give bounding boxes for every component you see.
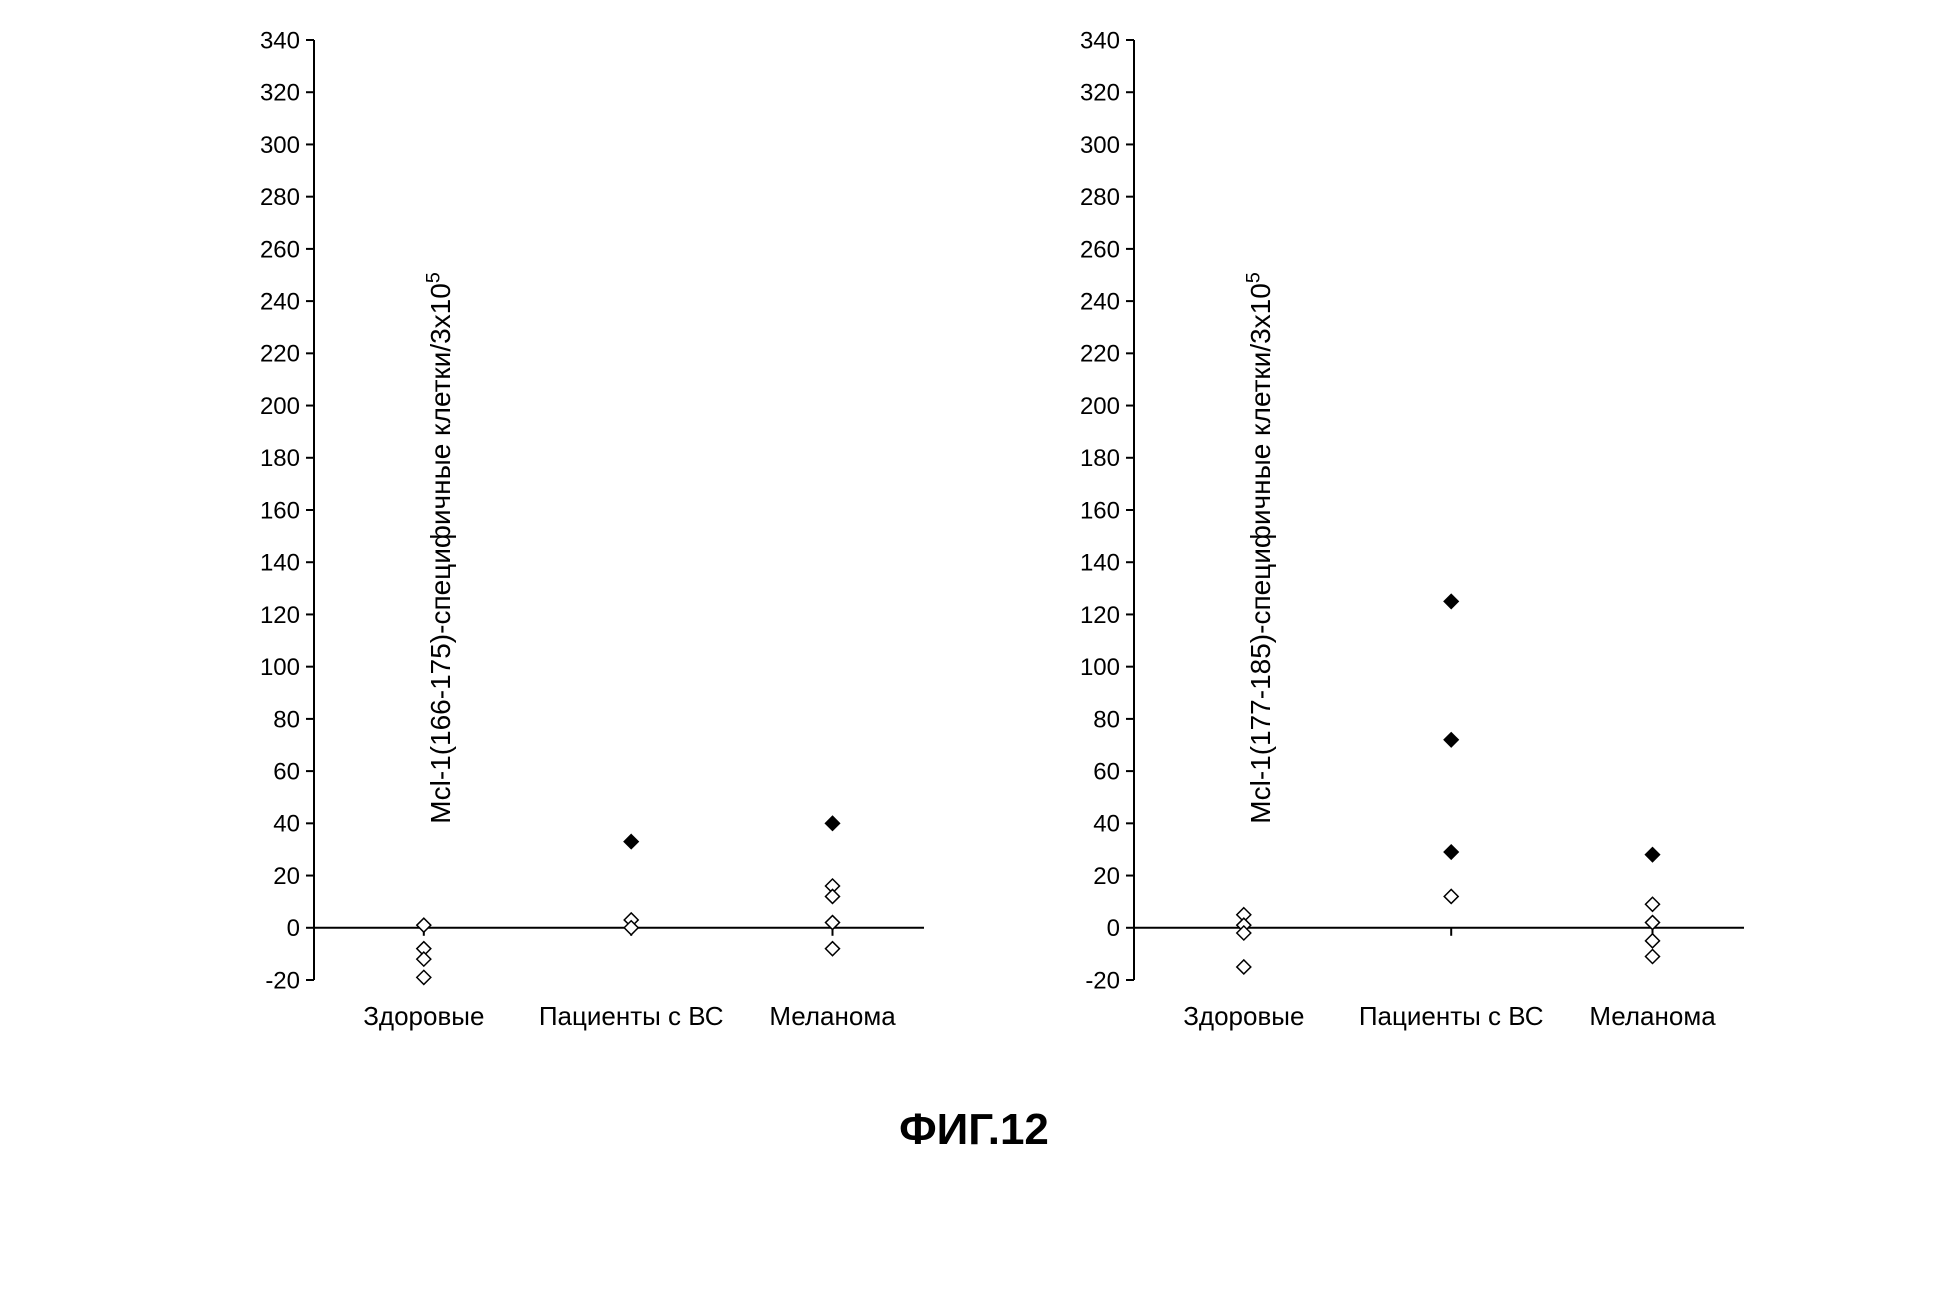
figure-row: Mcl-1(166-175)-специфичные клетки/3x105 … (184, 20, 1764, 1075)
svg-text:0: 0 (1107, 915, 1120, 942)
svg-text:80: 80 (1093, 706, 1120, 733)
svg-text:140: 140 (260, 550, 300, 577)
svg-text:0: 0 (287, 915, 300, 942)
svg-text:100: 100 (1080, 654, 1120, 681)
svg-text:240: 240 (260, 289, 300, 316)
y-axis-label-right: Mcl-1(177-185)-специфичные клетки/3x105 (1243, 272, 1277, 823)
svg-text:100: 100 (260, 654, 300, 681)
svg-text:280: 280 (260, 184, 300, 211)
svg-text:300: 300 (260, 132, 300, 159)
svg-text:80: 80 (273, 706, 300, 733)
svg-text:240: 240 (1080, 289, 1120, 316)
svg-text:-20: -20 (265, 967, 300, 994)
chart-left: -20 0 20 40 60 80 100 120 140 160 180 200 220 240 260 2… (184, 20, 944, 1070)
svg-text:200: 200 (260, 393, 300, 420)
svg-text:Меланома: Меланома (769, 1001, 896, 1031)
svg-text:180: 180 (1080, 445, 1120, 472)
svg-text:260: 260 (1080, 236, 1120, 263)
svg-text:320: 320 (1080, 80, 1120, 107)
figure-title: ФИГ.12 (899, 1105, 1049, 1155)
svg-text:180: 180 (260, 445, 300, 472)
svg-text:20: 20 (273, 863, 300, 890)
svg-text:Пациенты с ВС: Пациенты с ВС (539, 1001, 724, 1031)
svg-text:120: 120 (1080, 602, 1120, 629)
svg-text:160: 160 (1080, 497, 1120, 524)
svg-text:160: 160 (260, 497, 300, 524)
chart-right: -20 0 20 40 60 80 100 120 140 160 180 200 220 240 260 2… (1004, 20, 1764, 1070)
svg-text:260: 260 (260, 236, 300, 263)
y-axis-label-left: Mcl-1(166-175)-специфичные клетки/3x105 (423, 272, 457, 823)
svg-text:Здоровые: Здоровые (1183, 1001, 1304, 1031)
svg-text:40: 40 (273, 811, 300, 838)
svg-text:40: 40 (1093, 811, 1120, 838)
svg-text:220: 220 (1080, 341, 1120, 368)
svg-text:320: 320 (260, 80, 300, 107)
svg-text:Меланома: Меланома (1589, 1001, 1716, 1031)
svg-text:140: 140 (1080, 550, 1120, 577)
svg-text:280: 280 (1080, 184, 1120, 211)
svg-text:340: 340 (260, 27, 300, 54)
svg-text:300: 300 (1080, 132, 1120, 159)
svg-text:120: 120 (260, 602, 300, 629)
svg-text:200: 200 (1080, 393, 1120, 420)
panel-right: Mcl-1(177-185)-специфичные клетки/3x105 … (1004, 20, 1764, 1075)
panel-left: Mcl-1(166-175)-специфичные клетки/3x105 … (184, 20, 944, 1075)
svg-text:20: 20 (1093, 863, 1120, 890)
svg-text:220: 220 (260, 341, 300, 368)
svg-text:60: 60 (273, 759, 300, 786)
svg-text:60: 60 (1093, 759, 1120, 786)
svg-text:Пациенты с ВС: Пациенты с ВС (1359, 1001, 1544, 1031)
svg-text:340: 340 (1080, 27, 1120, 54)
svg-text:-20: -20 (1085, 967, 1120, 994)
svg-text:Здоровые: Здоровые (363, 1001, 484, 1031)
